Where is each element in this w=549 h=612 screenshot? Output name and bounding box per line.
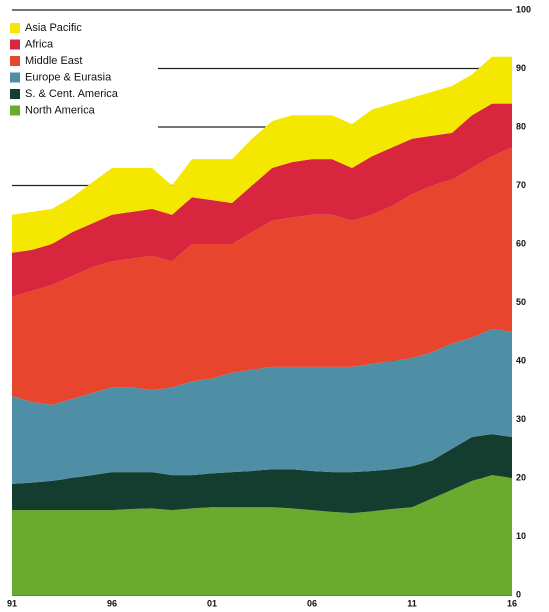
x-tick-label: 96 [107, 598, 117, 608]
legend-swatch [10, 39, 20, 50]
legend-label: Europe & Eurasia [25, 71, 112, 83]
legend-label: S. & Cent. America [25, 88, 119, 100]
y-tick-label: 30 [516, 414, 526, 424]
legend-label: Middle East [25, 55, 82, 67]
area [12, 434, 512, 514]
area [12, 56, 512, 253]
x-tick-label: 16 [507, 598, 517, 608]
legend-bg [8, 16, 158, 136]
area [12, 103, 512, 297]
y-tick-label: 40 [516, 355, 526, 365]
legend-swatch [10, 23, 20, 33]
y-tick-label: 0 [516, 589, 521, 599]
y-tick-label: 20 [516, 472, 526, 482]
y-tick-label: 100 [516, 4, 531, 14]
y-tick-label: 90 [516, 63, 526, 73]
legend-label: Asia Pacific [25, 22, 82, 34]
x-tick-label: 06 [307, 598, 317, 608]
area [12, 147, 512, 405]
legend-swatch [10, 89, 20, 99]
area [12, 475, 512, 595]
y-tick-label: 10 [516, 531, 526, 541]
legend-label: North America [25, 104, 96, 116]
legend-swatch [10, 56, 20, 66]
y-tick-label: 80 [516, 121, 526, 131]
x-tick-label: 11 [407, 598, 417, 608]
legend-swatch [10, 105, 20, 116]
legend-swatch [10, 72, 20, 83]
y-tick-label: 50 [516, 297, 526, 307]
legend-label: Africa [25, 38, 54, 50]
y-tick-label: 60 [516, 238, 526, 248]
x-tick-label: 01 [207, 598, 217, 608]
area [12, 328, 512, 484]
y-tick-label: 70 [516, 180, 526, 190]
legend: Asia Pacific Africa Middle East Europe & Eu… [8, 16, 158, 136]
x-tick-label: 91 [7, 598, 17, 608]
